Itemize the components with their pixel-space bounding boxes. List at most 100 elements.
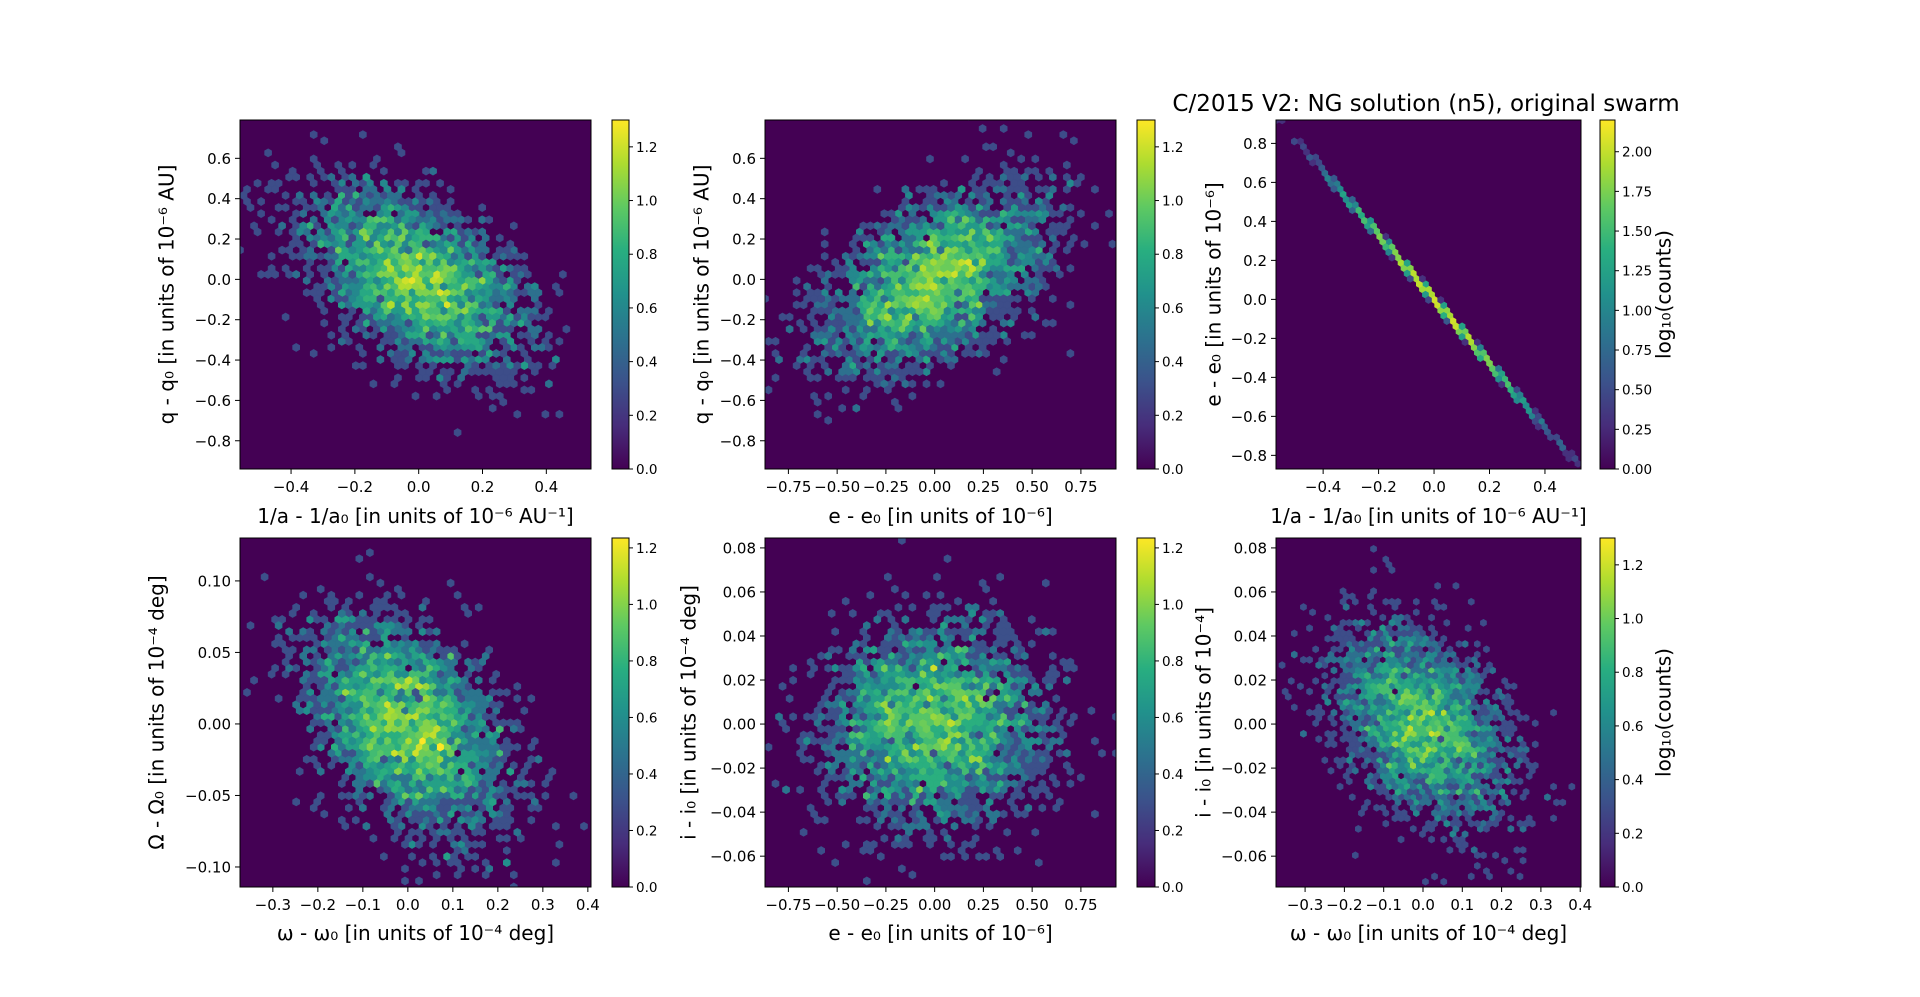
- hexbin-cell: [1028, 294, 1036, 304]
- y-tick-label: −0.02: [710, 760, 756, 778]
- hexbin-cell: [450, 336, 458, 346]
- hexbin-cell: [394, 142, 402, 152]
- hexbin-cell: [810, 736, 818, 746]
- y-tick-label: 0.02: [723, 672, 756, 690]
- hexbin-cell: [387, 300, 395, 310]
- hexbin-cell: [859, 233, 868, 243]
- hexbin-cell: [240, 245, 244, 255]
- hexbin-cell: [330, 215, 339, 225]
- hexbin-cell: [859, 712, 868, 722]
- hexbin-cell: [1339, 587, 1347, 596]
- hexbin-cell: [1419, 682, 1426, 691]
- hexbin-cell: [358, 361, 367, 371]
- hexbin-cell: [418, 712, 427, 722]
- hexbin-cell: [520, 779, 529, 789]
- hexbin-cell: [1446, 782, 1454, 791]
- hexbin-cell: [394, 718, 402, 728]
- hexbin-cell: [915, 809, 924, 819]
- hexbin-cell: [499, 803, 508, 813]
- hexbin-cell: [467, 724, 476, 734]
- hexbin-cell: [418, 663, 427, 673]
- y-tick-label: 0.06: [723, 583, 756, 601]
- hexbin-cell: [464, 742, 473, 752]
- hexbin-cell: [929, 282, 938, 292]
- hexbin-cells: [1278, 545, 1576, 886]
- hexbin-cell: [806, 263, 815, 273]
- hexbin-cell: [876, 852, 885, 862]
- hexbin-cell: [313, 663, 322, 673]
- hexbin-cell: [404, 688, 413, 697]
- hexbin-cell: [943, 306, 952, 316]
- hexbin-cell: [810, 355, 818, 364]
- colorbar-tick-label: 0.4: [1162, 767, 1183, 783]
- hexbin-cell: [883, 645, 892, 655]
- colorbar-tick-label: 0.0: [636, 880, 657, 896]
- hexbin-cell: [866, 590, 875, 600]
- hexbin-cell: [947, 742, 955, 752]
- hexbin-cell: [376, 318, 385, 328]
- hexbin-cell: [485, 645, 494, 655]
- hexbin-cell: [495, 318, 504, 328]
- hexbin-cell: [1516, 819, 1524, 828]
- hexbin-cell: [894, 318, 903, 328]
- hexbin-cell: [1385, 772, 1393, 780]
- hexbin-cell: [1388, 661, 1396, 669]
- hexbin-cell: [323, 718, 332, 728]
- hexbin-cell: [929, 221, 938, 231]
- hexbin-cell: [1003, 191, 1012, 200]
- hexbin-cell: [1367, 216, 1374, 225]
- hexbin-cell: [555, 840, 564, 849]
- hexbin-cell: [982, 754, 990, 764]
- hexbin-cell: [1010, 694, 1019, 703]
- hexbin-cell: [1388, 703, 1396, 712]
- hexbin-cell: [866, 221, 875, 231]
- hexbin-cell: [1467, 671, 1475, 680]
- hexbin-cell: [309, 803, 318, 813]
- hexbin-cell: [1461, 640, 1469, 648]
- y-tick-label: −0.8: [195, 432, 231, 450]
- hexbin-cell: [1388, 692, 1396, 701]
- hexbin-cell: [1024, 239, 1033, 249]
- hexbin-cell: [376, 602, 385, 612]
- hexbin-cell: [1066, 203, 1075, 212]
- hexbin-cell: [901, 590, 910, 600]
- hexbin-cell: [309, 239, 318, 249]
- hexbin-cell: [527, 803, 536, 813]
- hexbin-cell: [495, 233, 504, 243]
- hexbin-cell: [848, 645, 857, 655]
- hexbin-cell: [1531, 740, 1539, 749]
- hexbin-cell: [309, 718, 318, 728]
- hexbin-cell: [1330, 666, 1338, 675]
- hexbin-cell: [926, 791, 934, 801]
- hexbin-cell: [313, 639, 322, 649]
- hexbin-cell: [1416, 772, 1423, 780]
- hexbin-cell: [1480, 671, 1487, 680]
- hexbin-cell: [485, 767, 494, 776]
- hexbin-cell: [961, 791, 969, 801]
- hexbin-cell: [432, 221, 441, 231]
- x-tick-label: 0.25: [967, 478, 1000, 496]
- hexbin-cell: [1324, 634, 1332, 643]
- hexbin-cell: [309, 178, 318, 188]
- hexbin-cell: [1112, 748, 1116, 758]
- hexbin-cell: [425, 367, 434, 377]
- hexbin-cell: [337, 657, 346, 667]
- hexbin-cell: [1028, 712, 1036, 722]
- hexbin-cell: [1403, 740, 1411, 749]
- hexbin-cell: [306, 627, 315, 637]
- y-tick-label: −0.6: [1231, 408, 1267, 426]
- hexbin-cell: [327, 761, 336, 770]
- hexbin-cell: [411, 639, 420, 649]
- y-axis-label: q - q₀ [in units of 10⁻⁶ AU]: [690, 165, 714, 425]
- hexbin-cell: [1437, 735, 1445, 743]
- hexbin-cell: [824, 773, 833, 782]
- hexbin-cell: [806, 669, 815, 679]
- hexbin-cell: [337, 791, 346, 801]
- hexbin-cell: [316, 251, 325, 261]
- hexbin-cell: [316, 694, 325, 703]
- hexbin-cell: [964, 627, 973, 637]
- hexbin-cell: [401, 876, 409, 886]
- hexbin-cell: [922, 712, 931, 722]
- hexbin-cell: [1333, 629, 1341, 638]
